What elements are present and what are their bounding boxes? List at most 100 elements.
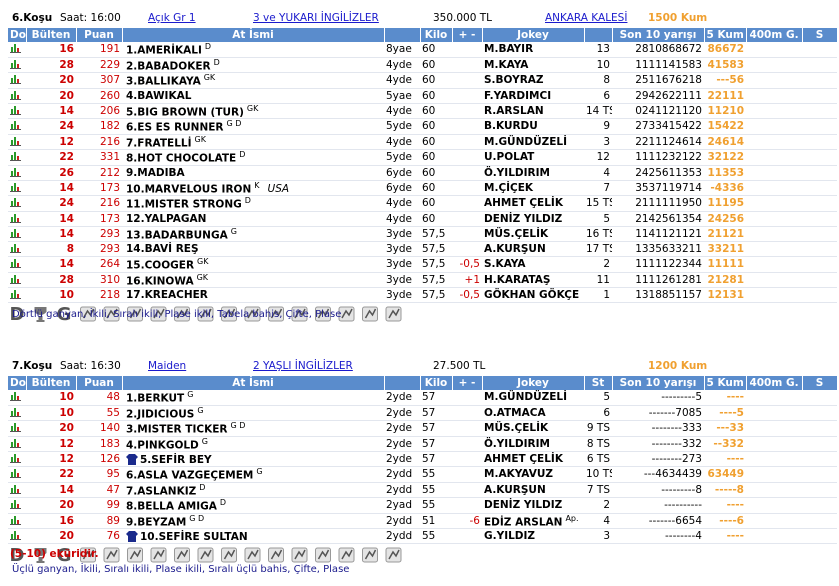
- dozaj-cell[interactable]: [8, 436, 26, 452]
- toolbar-icon[interactable]: [103, 547, 120, 563]
- toolbar-icon[interactable]: [315, 547, 331, 563]
- toolbar-letter[interactable]: G: [57, 545, 72, 566]
- dozaj-cell[interactable]: [8, 390, 26, 406]
- horse-name[interactable]: 4.BAWIKAL: [126, 89, 192, 102]
- race-class[interactable]: Açık Gr 1: [148, 12, 196, 24]
- toolbar-icon[interactable]: [221, 547, 237, 563]
- race-cup[interactable]: ANKARA KALESİ: [545, 12, 628, 24]
- dozaj-cell[interactable]: [8, 211, 26, 227]
- dozaj-cell[interactable]: [8, 272, 26, 288]
- toolbar-icon[interactable]: [221, 306, 237, 322]
- toolbar-icon[interactable]: [197, 306, 214, 322]
- toolbar-icon[interactable]: [150, 306, 167, 322]
- toolbar-icon[interactable]: [127, 306, 143, 322]
- horse-name[interactable]: 14.BAVİ REŞ: [126, 243, 199, 255]
- horse-name[interactable]: 1.AMERİKALI: [126, 44, 202, 57]
- kilo: 60: [420, 42, 452, 58]
- toolbar-icon[interactable]: [150, 547, 167, 563]
- horse-name[interactable]: 5.SEFİR BEY: [140, 453, 212, 466]
- horse-name[interactable]: 3.BALLIKAYA: [126, 75, 201, 88]
- dozaj-cell[interactable]: [8, 466, 26, 483]
- toolbar-icon[interactable]: [362, 306, 378, 322]
- horse-name[interactable]: 12.YALPAGAN: [126, 212, 207, 225]
- dozaj-cell[interactable]: [8, 287, 26, 303]
- dozaj-cell[interactable]: [8, 134, 26, 150]
- dozaj-cell[interactable]: [8, 513, 26, 529]
- horse-name[interactable]: 6.ES ES RUNNER: [126, 121, 224, 134]
- horse-name[interactable]: 5.BIG BROWN (TUR): [126, 106, 244, 118]
- horse-name[interactable]: 6.ASLA VAZGEÇEMEM: [126, 469, 254, 482]
- horse-name[interactable]: 8.BELLA AMIGA: [126, 500, 217, 513]
- dozaj-cell[interactable]: [8, 118, 26, 135]
- horse-name[interactable]: 1.BERKUT: [126, 392, 185, 405]
- toolbar-icon[interactable]: [291, 306, 308, 322]
- horse-name[interactable]: 11.MISTER STRONG: [126, 198, 242, 211]
- horse-name[interactable]: 4.PINKGOLD: [126, 439, 199, 451]
- dozaj-cell[interactable]: [8, 497, 26, 514]
- toolbar-icon[interactable]: [80, 547, 96, 563]
- race-class[interactable]: Maiden: [148, 360, 187, 372]
- toolbar-icon[interactable]: [338, 547, 355, 563]
- toolbar-icon[interactable]: [174, 306, 190, 322]
- horse-name[interactable]: 2.BABADOKER: [126, 60, 211, 72]
- icon-part: [17, 125, 19, 131]
- horse-name[interactable]: 13.BADARBUNGA: [126, 229, 228, 241]
- dozaj-cell[interactable]: [8, 103, 26, 119]
- dozaj-cell[interactable]: [8, 195, 26, 212]
- toolbar-icon[interactable]: [244, 306, 261, 322]
- dozaj-cell[interactable]: [8, 241, 26, 257]
- dozaj-cell[interactable]: [8, 451, 26, 467]
- race-prize: 350.000 TL: [433, 12, 493, 24]
- dozaj-cell[interactable]: [8, 226, 26, 242]
- horse-name[interactable]: 9.MADIBA: [126, 166, 185, 179]
- toolbar-icon[interactable]: [197, 547, 214, 563]
- toolbar-letter[interactable]: D: [10, 304, 25, 325]
- toolbar-icon[interactable]: [127, 547, 143, 563]
- toolbar-icon[interactable]: [291, 547, 308, 563]
- toolbar-letter[interactable]: D: [10, 545, 25, 566]
- icon-part: [14, 438, 16, 448]
- trophy-icon[interactable]: [34, 307, 47, 322]
- toolbar-icon[interactable]: [385, 306, 402, 322]
- toolbar-icon[interactable]: [268, 306, 284, 322]
- dozaj-cell[interactable]: [8, 88, 26, 104]
- horse-name[interactable]: 9.BEYZAM: [126, 516, 187, 528]
- horse-name[interactable]: 2.JIDICIOUS: [126, 408, 195, 420]
- dozaj-cell[interactable]: [8, 420, 26, 437]
- toolbar-icon[interactable]: [268, 547, 284, 563]
- toolbar-icon[interactable]: [80, 306, 96, 322]
- horse-name[interactable]: 15.COOGER: [126, 259, 195, 272]
- horse-name[interactable]: 8.HOT CHOCOLATE: [126, 152, 237, 165]
- horse-name[interactable]: 7.FRATELLİ: [126, 137, 192, 149]
- dozaj-cell[interactable]: [8, 149, 26, 166]
- horse-name[interactable]: 17.KREACHER: [126, 289, 208, 301]
- toolbar-icon[interactable]: [244, 547, 261, 563]
- toolbar-icon[interactable]: [174, 547, 190, 563]
- toolbar-icon[interactable]: [103, 306, 120, 322]
- horse-name[interactable]: 16.KINOWA: [126, 275, 194, 287]
- toolbar-letter[interactable]: G: [57, 304, 72, 325]
- race-group[interactable]: 3 ve YUKARI İNGİLİZLER: [253, 12, 379, 24]
- toolbar-icon[interactable]: [315, 306, 331, 322]
- horse-name[interactable]: 7.ASLANKIZ: [126, 485, 197, 497]
- dozaj-cell[interactable]: [8, 42, 26, 58]
- dozaj-cell[interactable]: [8, 528, 26, 544]
- toolbar-icon[interactable]: [362, 547, 378, 563]
- toolbar-icon[interactable]: [385, 547, 402, 563]
- horse-name[interactable]: 10.SEFİRE SULTAN: [140, 530, 248, 543]
- horse-name[interactable]: 10.MARVELOUS IRON: [126, 183, 252, 195]
- dozaj-cell[interactable]: [8, 165, 26, 181]
- dozaj-cell[interactable]: [8, 405, 26, 421]
- trophy-icon[interactable]: [34, 548, 47, 563]
- last-ten: 2425611353: [612, 165, 704, 181]
- dozaj-cell[interactable]: [8, 482, 26, 498]
- kilo: 60: [420, 88, 452, 104]
- race-group[interactable]: 2 YAŞLI İNGİLİZLER: [253, 360, 353, 372]
- horse-name[interactable]: 3.MISTER TICKER: [126, 423, 228, 436]
- dozaj-cell[interactable]: [8, 180, 26, 196]
- toolbar-icon[interactable]: [338, 306, 355, 322]
- horse-tags: G: [256, 467, 263, 476]
- dozaj-cell[interactable]: [8, 57, 26, 73]
- dozaj-cell[interactable]: [8, 256, 26, 273]
- dozaj-cell[interactable]: [8, 72, 26, 89]
